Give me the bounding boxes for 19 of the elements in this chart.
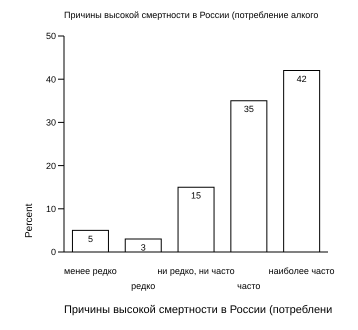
x-axis-title: Причины высокой смертности в России (потреблени (64, 304, 332, 316)
y-axis-title: Percent (24, 203, 35, 238)
y-tick-label: 40 (46, 74, 56, 84)
x-tick-label: часто (237, 281, 260, 291)
y-tick-label: 10 (46, 204, 56, 214)
y-tick-label: 20 (46, 160, 56, 171)
x-tick-label: ни редко, ни часто (157, 266, 235, 276)
data-label: 35 (244, 104, 254, 114)
x-tick-label: наиболее часто (268, 266, 335, 276)
y-tick-label: 0 (50, 247, 56, 258)
data-label: 5 (88, 234, 93, 244)
x-tick-label: менее редко (64, 266, 117, 276)
data-label: 15 (191, 190, 202, 201)
data-label: 3 (140, 242, 146, 252)
y-tick-label: 50 (46, 31, 56, 42)
x-tick-label: редко (131, 281, 156, 291)
y-tick-label: 30 (46, 118, 56, 128)
data-label: 42 (296, 74, 307, 84)
chart-title: Причины высокой смертности в России (потребление алкого (64, 10, 318, 20)
